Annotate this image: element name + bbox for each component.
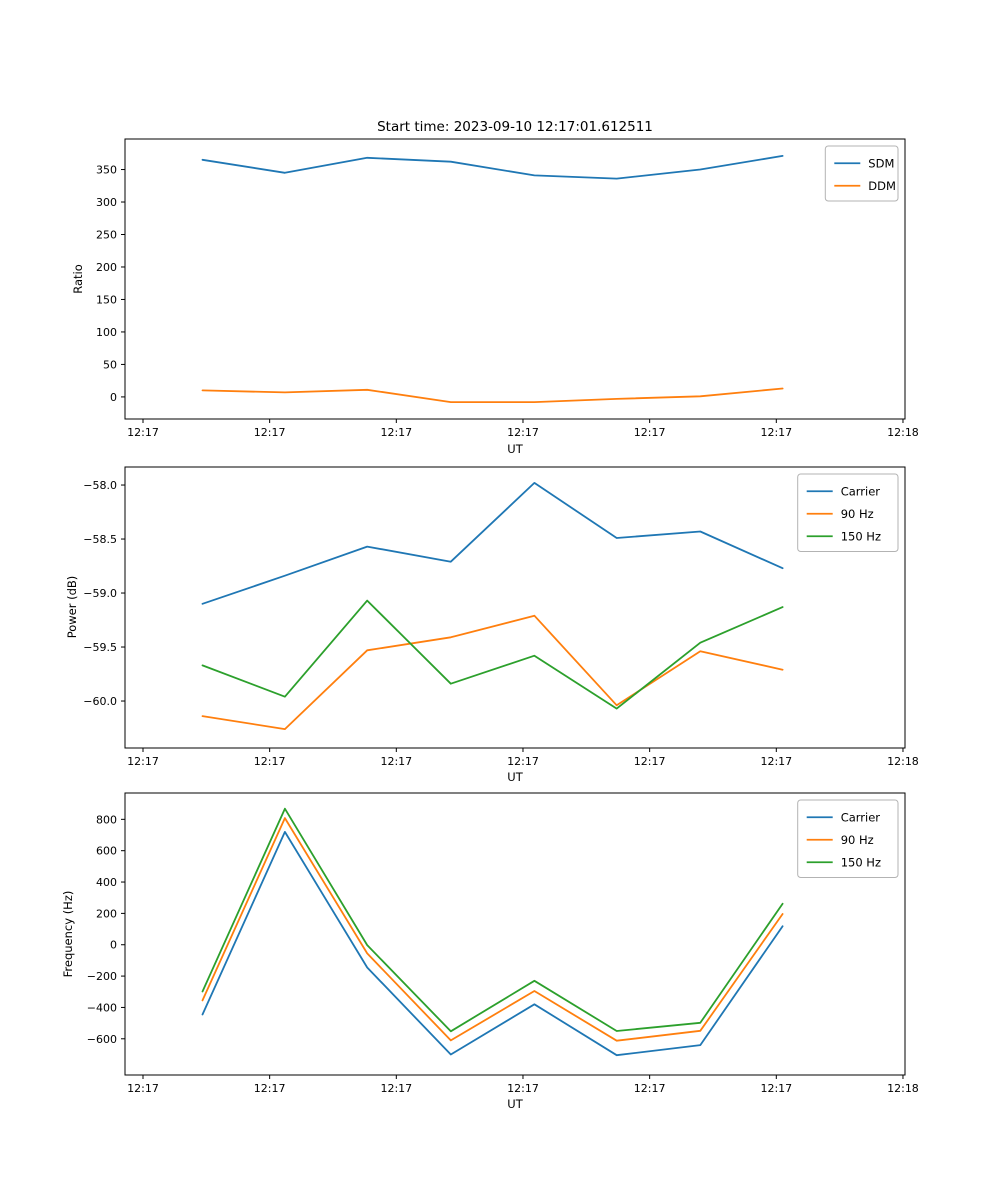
ratio-y-tick-label: 50 [103, 358, 117, 371]
frequency-series-90-hz [201, 817, 784, 1042]
power-x-tick-label: 12:18 [887, 755, 919, 768]
power-x-tick-label: 12:17 [507, 755, 539, 768]
power-x-tick-label: 12:17 [760, 755, 792, 768]
frequency-x-tick-label: 12:17 [254, 1082, 286, 1095]
frequency-x-tick-label: 12:17 [127, 1082, 159, 1095]
power-chart: 12:17 12:17 12:17 12:17 12:17 12:17 12:18 −60.0… [83, 466, 919, 768]
power-series-carrier [201, 481, 784, 605]
figure-title: Start time: 2023-09-10 12:17:01.612511 [377, 119, 653, 135]
power-y-axis-label: Power (dB) [65, 575, 79, 639]
power-legend: Carrier 90 Hz 150 Hz [797, 473, 899, 552]
ratio-legend: SDM DDM [824, 145, 899, 202]
ratio-series-ddm [201, 387, 784, 404]
ratio-y-tick-label: 0 [110, 391, 117, 404]
power-x-tick-label: 12:17 [127, 755, 159, 768]
frequency-x-axis-label: UT [507, 1097, 523, 1111]
frequency-y-tick-label: 600 [96, 845, 117, 858]
ratio-x-tick-label: 12:17 [760, 426, 792, 439]
power-y-tick-label: −58.5 [83, 533, 117, 546]
frequency-legend-box [797, 799, 899, 878]
ratio-legend-label-0: SDM [868, 156, 894, 170]
ratio-y-tick-label: 350 [96, 164, 117, 177]
power-y-tick-label: −59.5 [83, 641, 117, 654]
frequency-x-tick-label: 12:17 [380, 1082, 412, 1095]
ratio-legend-label-1: DDM [868, 179, 896, 193]
ratio-x-tick-label: 12:18 [887, 426, 919, 439]
frequency-x-tick-label: 12:17 [634, 1082, 666, 1095]
frequency-series-carrier [201, 831, 784, 1057]
power-x-tick-label: 12:17 [380, 755, 412, 768]
power-x-axis-label: UT [507, 770, 523, 784]
frequency-legend-label-1: 90 Hz [841, 833, 874, 847]
ratio-y-tick-label: 200 [96, 261, 117, 274]
frequency-y-tick-label: −600 [87, 1033, 117, 1046]
power-legend-label-2: 150 Hz [841, 529, 881, 543]
power-legend-label-1: 90 Hz [841, 507, 874, 521]
frequency-series-150-hz [201, 807, 784, 1033]
power-legend-box [797, 473, 899, 552]
ratio-x-tick-label: 12:17 [507, 426, 539, 439]
power-plot-frame [124, 466, 906, 749]
ratio-x-tick-label: 12:17 [634, 426, 666, 439]
ratio-legend-box [824, 145, 899, 202]
ratio-chart: 12:17 12:17 12:17 12:17 12:17 12:17 12:18 0 50 10… [96, 138, 919, 439]
ratio-x-tick-label: 12:17 [254, 426, 286, 439]
ratio-x-tick-label: 12:17 [380, 426, 412, 439]
power-legend-label-0: Carrier [841, 484, 881, 498]
frequency-x-tick-label: 12:17 [507, 1082, 539, 1095]
frequency-y-tick-label: −400 [87, 1001, 117, 1014]
ratio-plot-frame [124, 138, 906, 420]
ratio-series-sdm [201, 154, 784, 180]
ratio-y-tick-label: 250 [96, 228, 117, 241]
power-series-150-hz [201, 599, 784, 710]
ratio-x-tick-label: 12:17 [127, 426, 159, 439]
power-y-tick-label: −58.0 [83, 479, 117, 492]
power-y-tick-label: −59.0 [83, 587, 117, 600]
power-x-tick-label: 12:17 [254, 755, 286, 768]
frequency-legend-label-0: Carrier [841, 810, 881, 824]
ratio-y-tick-label: 150 [96, 293, 117, 306]
frequency-x-tick-label: 12:18 [887, 1082, 919, 1095]
frequency-legend-label-2: 150 Hz [841, 855, 881, 869]
power-x-tick-label: 12:17 [634, 755, 666, 768]
power-series-90-hz [201, 614, 784, 730]
frequency-legend: Carrier 90 Hz 150 Hz [797, 799, 899, 878]
frequency-x-tick-label: 12:17 [760, 1082, 792, 1095]
frequency-y-axis-label: Frequency (Hz) [61, 890, 75, 978]
ratio-x-axis-label: UT [507, 442, 523, 456]
frequency-chart: 12:17 12:17 12:17 12:17 12:17 12:17 12:18 −600 −… [87, 792, 919, 1095]
ratio-y-axis-label: Ratio [71, 264, 85, 294]
frequency-y-tick-label: 200 [96, 907, 117, 920]
frequency-plot-frame [124, 792, 906, 1076]
frequency-y-tick-label: 800 [96, 813, 117, 826]
ratio-y-tick-label: 300 [96, 196, 117, 209]
power-y-tick-label: −60.0 [83, 695, 117, 708]
ratio-y-tick-label: 100 [96, 326, 117, 339]
frequency-y-tick-label: 400 [96, 876, 117, 889]
frequency-y-tick-label: −200 [87, 970, 117, 983]
frequency-y-tick-label: 0 [110, 939, 117, 952]
